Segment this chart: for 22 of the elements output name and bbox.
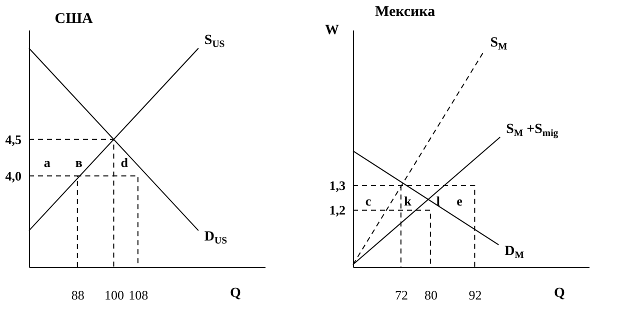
annotation: l bbox=[436, 194, 440, 209]
annotation: e bbox=[456, 194, 463, 209]
annotation: в bbox=[75, 155, 82, 170]
y-axis-title: W bbox=[325, 23, 339, 38]
chart-title: Мексика bbox=[375, 4, 436, 20]
y-tick-label: 1,2 bbox=[329, 202, 346, 218]
x-tick-label: 80 bbox=[424, 288, 438, 302]
y-tick-label: 4,0 bbox=[5, 168, 22, 184]
chart-title: США bbox=[54, 11, 94, 27]
annotation: c bbox=[365, 194, 372, 209]
annotation: d bbox=[120, 155, 129, 170]
annotation: k bbox=[404, 194, 412, 209]
x-tick-label: 100 bbox=[104, 288, 124, 302]
x-axis-title: Q bbox=[230, 286, 241, 301]
annotation: a bbox=[44, 155, 51, 170]
x-tick-label: 88 bbox=[71, 288, 84, 302]
x-axis-title: Q bbox=[554, 286, 565, 301]
x-tick-label: 72 bbox=[394, 288, 408, 302]
y-tick-label: 1,3 bbox=[329, 178, 346, 194]
x-tick-label: 108 bbox=[128, 288, 148, 302]
x-tick-label: 92 bbox=[468, 288, 482, 302]
y-tick-label: 4,5 bbox=[5, 132, 22, 147]
